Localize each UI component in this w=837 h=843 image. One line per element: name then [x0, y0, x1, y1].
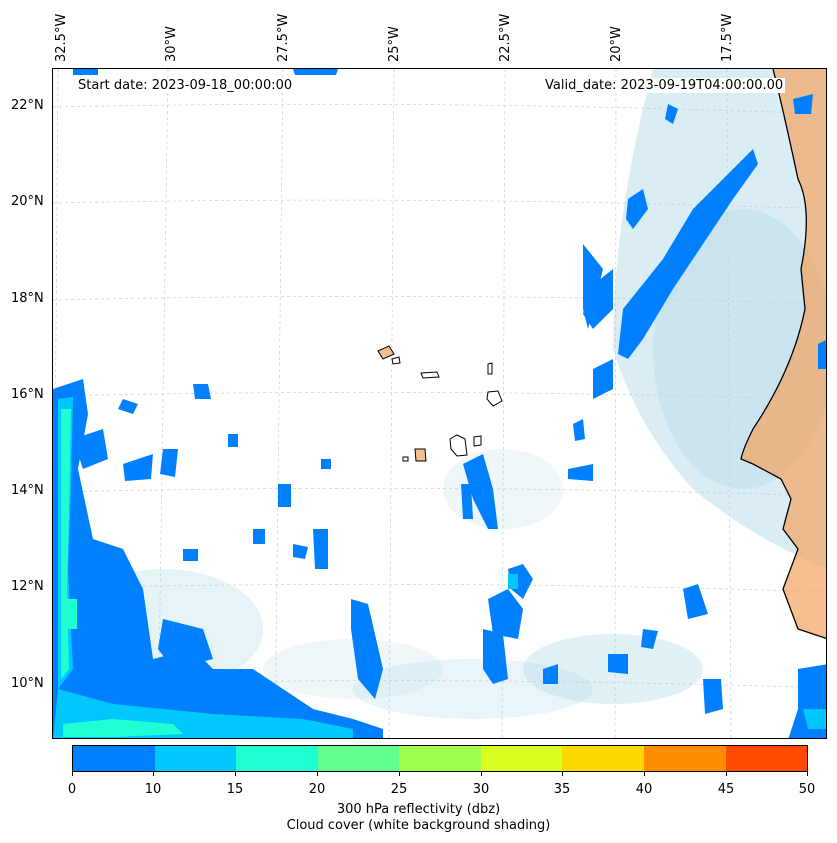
lon-label-22-5w: 22.5°W [498, 13, 513, 62]
cape-verde-islands [377, 345, 503, 462]
colorbar-segment [236, 746, 318, 771]
colorbar-tick-label: 15 [226, 782, 244, 797]
colorbar-tickmark [807, 772, 808, 776]
colorbar [72, 745, 808, 772]
colorbar-tickmark [235, 772, 236, 776]
colorbar-tick-label: 30 [472, 782, 490, 797]
lat-label-18n: 18°N [11, 291, 44, 306]
colorbar-segment [480, 746, 563, 771]
start-date-label: Start date: 2023-09-18_00:00:00 [76, 78, 295, 93]
valid-date-label: Valid_date: 2023-09-19T04:00:00.00 [543, 78, 786, 93]
colorbar-tickmark [726, 772, 727, 776]
reflectivity-15-20 [61, 409, 183, 737]
colorbar-tickmark [72, 772, 73, 776]
colorbar-tickmark [317, 772, 318, 776]
lon-label-20w: 20°W [609, 26, 624, 62]
lat-label-20n: 20°N [11, 194, 44, 209]
lat-label-10n: 10°N [11, 676, 44, 691]
colorbar-tick-label: 20 [308, 782, 326, 797]
colorbar-tickmark [481, 772, 482, 776]
colorbar-tick-label: 0 [67, 782, 77, 797]
coastline [740, 69, 826, 640]
lat-label-22n: 22°N [11, 98, 44, 113]
lon-label-32-5w: 32.5°W [54, 13, 69, 62]
colorbar-segment [73, 746, 155, 771]
colorbar-segment [725, 746, 808, 771]
colorbar-title: 300 hPa reflectivity (dbz) [336, 802, 501, 817]
lon-label-25w: 25°W [387, 26, 402, 62]
lat-label-14n: 14°N [11, 483, 44, 498]
map-canvas [52, 68, 827, 739]
colorbar-tickmark [153, 772, 154, 776]
colorbar-segment [154, 746, 237, 771]
colorbar-tickmark [399, 772, 400, 776]
lon-label-27-5w: 27.5°W [276, 13, 291, 62]
cloud-cover-shading [63, 69, 826, 719]
colorbar-tickmark [644, 772, 645, 776]
reflectivity-0-10 [53, 69, 826, 738]
colorbar-tick-label: 10 [144, 782, 162, 797]
lat-label-16n: 16°N [11, 387, 44, 402]
lon-label-17-5w: 17.5°W [720, 13, 735, 62]
african-coast-land [741, 69, 826, 639]
colorbar-tick-label: 35 [553, 782, 571, 797]
colorbar-tick-label: 50 [798, 782, 816, 797]
colorbar-tick-label: 40 [635, 782, 653, 797]
colorbar-segment [399, 746, 481, 771]
colorbar-segment [317, 746, 400, 771]
colorbar-tick-label: 25 [390, 782, 408, 797]
colorbar-segment [562, 746, 644, 771]
colorbar-tickmark [562, 772, 563, 776]
colorbar-segment [643, 746, 726, 771]
lat-label-12n: 12°N [11, 579, 44, 594]
colorbar-subtitle: Cloud cover (white background shading) [286, 818, 551, 833]
map-graphic [53, 69, 826, 738]
lon-label-30w: 30°W [164, 26, 179, 62]
colorbar-tick-label: 45 [717, 782, 735, 797]
